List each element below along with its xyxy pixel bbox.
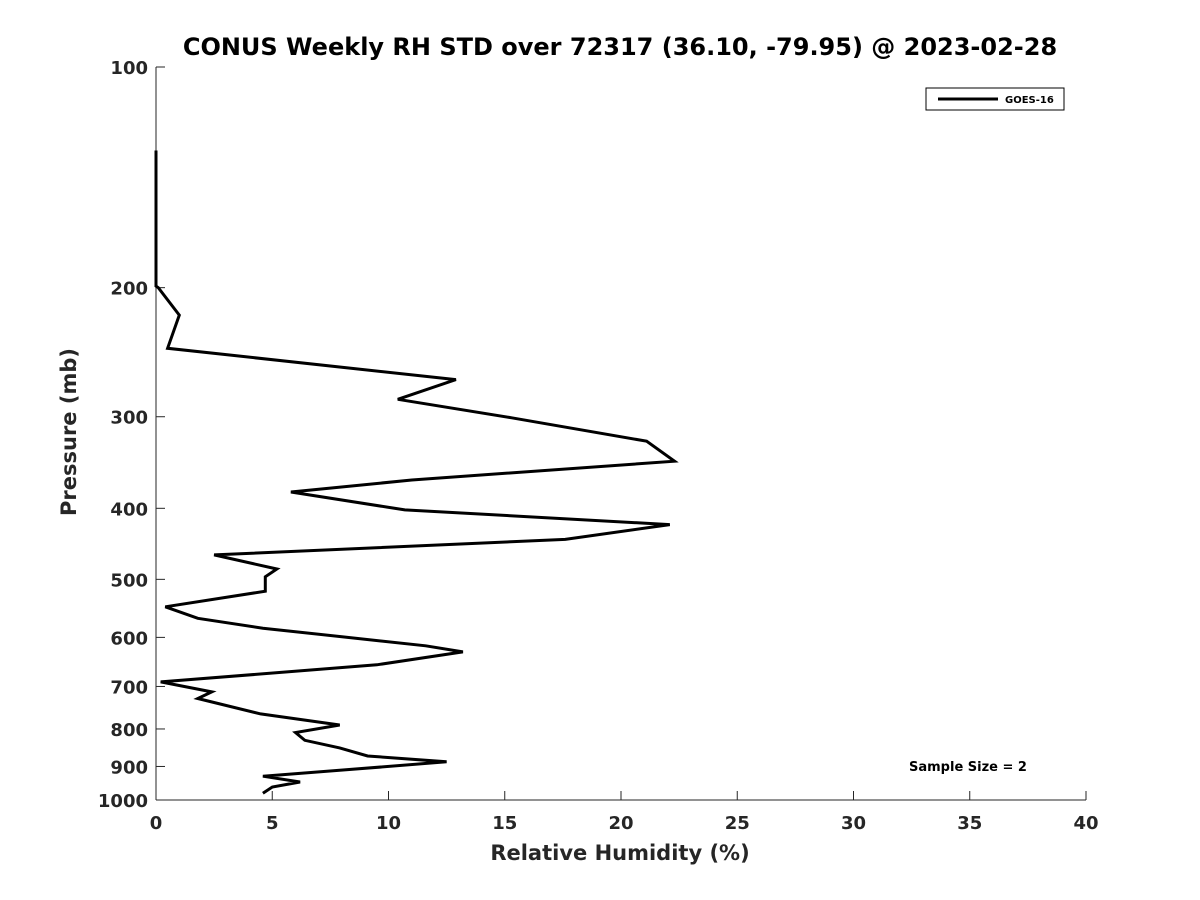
y-axis-ticks: 100 200 300 400 500 600 700 800 900 1000 (98, 58, 165, 812)
x-tick-label: 20 (608, 813, 633, 834)
y-tick-label: 800 (110, 720, 148, 741)
y-axis-label: Pressure (mb) (57, 348, 81, 516)
y-tick-label: 300 (110, 408, 148, 429)
x-tick-label: 25 (725, 813, 750, 834)
y-tick-label: 600 (110, 628, 148, 649)
x-tick-label: 30 (841, 813, 866, 834)
y-tick-label: 100 (110, 58, 148, 79)
legend-entry-goes-16: GOES-16 (1005, 95, 1054, 106)
y-tick-label: 700 (110, 677, 148, 698)
x-axis-label: Relative Humidity (%) (490, 841, 749, 865)
y-tick-label: 400 (110, 499, 148, 520)
x-tick-label: 0 (150, 813, 163, 834)
sample-size-annotation: Sample Size = 2 (909, 760, 1027, 775)
legend: GOES-16 (925, 87, 1065, 111)
series-line-goes-16 (154, 150, 679, 795)
x-tick-label: 10 (376, 813, 401, 834)
y-tick-label: 1000 (98, 791, 148, 812)
y-tick-label: 900 (110, 757, 148, 778)
x-axis-ticks: 0 5 10 15 20 25 30 35 40 (150, 791, 1099, 834)
x-tick-label: 40 (1073, 813, 1098, 834)
chart-title: CONUS Weekly RH STD over 72317 (36.10, -… (183, 33, 1057, 61)
x-tick-label: 35 (957, 813, 982, 834)
y-tick-label: 200 (110, 279, 148, 300)
x-tick-label: 5 (266, 813, 279, 834)
series-layer (154, 150, 679, 795)
y-tick-label: 500 (110, 570, 148, 591)
x-tick-label: 15 (492, 813, 517, 834)
